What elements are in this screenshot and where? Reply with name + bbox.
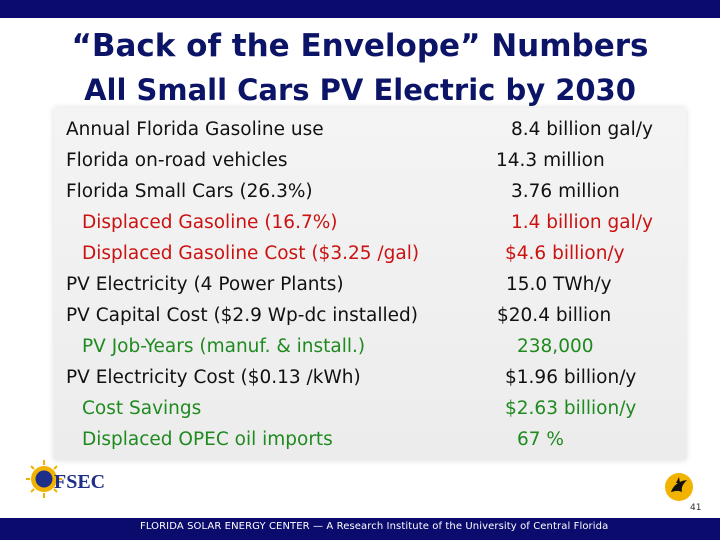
- row-label: PV Job-Years (manuf. & install.): [82, 336, 366, 357]
- row-label: Cost Savings: [82, 398, 202, 419]
- fsec-logo: FSEC: [26, 460, 105, 498]
- table-row: Displaced Gasoline (16.7%) 1.4 billion g…: [54, 207, 686, 238]
- data-panel: Annual Florida Gasoline use 8.4 billion …: [54, 108, 686, 460]
- page-number: 41: [690, 503, 702, 513]
- table-row: Florida on-road vehicles 14.3 million: [54, 145, 686, 176]
- row-label: Displaced OPEC oil imports: [82, 429, 333, 450]
- row-label: Displaced Gasoline Cost ($3.25 /gal): [82, 243, 420, 264]
- row-value: $1.96 billion/y: [505, 367, 637, 388]
- table-row: Displaced Gasoline Cost ($3.25 /gal) $4.…: [54, 238, 686, 269]
- row-value: 15.0 TWh/y: [506, 274, 612, 295]
- row-value: $2.63 billion/y: [505, 398, 637, 419]
- slide-title: “Back of the Envelope” Numbers: [71, 28, 649, 64]
- footer-text: FLORIDA SOLAR ENERGY CENTER — A Research…: [140, 521, 609, 532]
- top-bar: [0, 0, 720, 18]
- row-value: 1.4 billion gal/y: [511, 212, 653, 233]
- row-label: PV Capital Cost ($2.9 Wp-dc installed): [66, 305, 418, 326]
- table-row: Florida Small Cars (26.3%) 3.76 million: [54, 176, 686, 207]
- ucf-pegasus-logo: [665, 473, 693, 501]
- row-label: Annual Florida Gasoline use: [66, 119, 324, 140]
- row-value: $20.4 billion: [497, 305, 612, 326]
- table-row: PV Electricity (4 Power Plants) 15.0 TWh…: [54, 269, 686, 300]
- row-label: PV Electricity (4 Power Plants): [66, 274, 344, 295]
- bottom-bar: [0, 518, 720, 540]
- sun-icon: [26, 460, 62, 498]
- fsec-logo-text: FSEC: [54, 471, 105, 493]
- row-value: 14.3 million: [496, 150, 605, 171]
- table-row: Cost Savings $2.63 billion/y: [54, 393, 686, 424]
- slide-subtitle: All Small Cars PV Electric by 2030: [84, 73, 636, 107]
- row-label: PV Electricity Cost ($0.13 /kWh): [66, 367, 361, 388]
- table-row: Displaced OPEC oil imports 67 %: [54, 424, 686, 455]
- row-value: $4.6 billion/y: [505, 243, 625, 264]
- table-row: Annual Florida Gasoline use 8.4 billion …: [54, 114, 686, 145]
- row-label: Displaced Gasoline (16.7%): [82, 212, 338, 233]
- row-label: Florida on-road vehicles: [66, 150, 288, 171]
- table-row: PV Electricity Cost ($0.13 /kWh) $1.96 b…: [54, 362, 686, 393]
- row-value: 3.76 million: [511, 181, 620, 202]
- row-value: 8.4 billion gal/y: [511, 119, 653, 140]
- row-value: 67 %: [517, 429, 564, 450]
- row-label: Florida Small Cars (26.3%): [66, 181, 313, 202]
- table-row: PV Capital Cost ($2.9 Wp-dc installed) $…: [54, 300, 686, 331]
- table-row: PV Job-Years (manuf. & install.) 238,000: [54, 331, 686, 362]
- row-value: 238,000: [517, 336, 594, 357]
